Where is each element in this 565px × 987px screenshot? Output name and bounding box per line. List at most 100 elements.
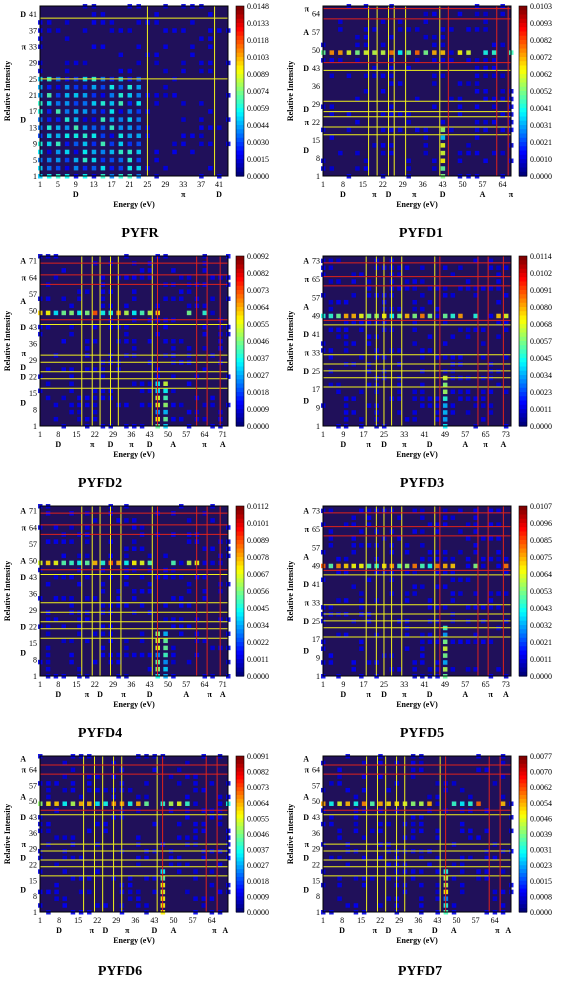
heat-cell — [476, 869, 481, 874]
heat-cell — [85, 525, 90, 530]
x-tick-label: 64 — [201, 680, 209, 689]
x-tick-label: 17 — [360, 680, 368, 689]
heat-cell — [343, 299, 349, 305]
heat-cell — [202, 560, 207, 566]
heat-cell — [73, 133, 79, 139]
heat-cell — [186, 409, 192, 415]
colorbar-tick-label: 0.0009 — [247, 892, 269, 901]
colorbar-segment — [519, 294, 527, 300]
heat-cell — [366, 515, 372, 520]
colorbar-segment — [236, 659, 244, 664]
heat-cell — [336, 382, 341, 388]
heat-cell — [450, 598, 456, 603]
heat-cell — [186, 659, 192, 665]
colorbar-segment — [236, 876, 244, 882]
colorbar-tick-label: 0.0046 — [530, 814, 552, 823]
colorbar-tick-label: 0.0089 — [247, 536, 269, 545]
colorbar-segment — [236, 599, 244, 605]
heat-cell — [432, 166, 437, 171]
heat-cell — [82, 157, 88, 163]
colorbar-segment — [236, 518, 244, 524]
heat-cell — [397, 313, 402, 319]
heat-cell — [92, 560, 98, 566]
colorbar-segment — [236, 795, 244, 800]
colorbar-segment — [519, 552, 527, 558]
colorbar-segment — [519, 336, 527, 342]
colorbar-segment — [236, 44, 244, 50]
heat-cell — [109, 109, 115, 114]
y-tick-label: 50 — [312, 797, 320, 806]
heat-cell — [179, 631, 184, 636]
colorbar-segment — [236, 557, 244, 562]
heat-cell — [147, 388, 153, 394]
heat-cell — [372, 27, 377, 32]
colorbar-segment — [236, 146, 244, 152]
heat-cell — [366, 341, 372, 346]
heat-cell — [85, 539, 90, 544]
heat-cell — [199, 36, 204, 41]
heat-cell — [154, 101, 159, 106]
heat-cell — [118, 84, 124, 90]
y-tick-label: 43 — [29, 323, 37, 332]
heat-cell — [328, 258, 334, 264]
heat-cell — [492, 781, 498, 786]
heat-cell — [127, 157, 133, 163]
colorbar-segment — [236, 353, 244, 359]
heat-cell — [69, 324, 74, 330]
heat-cell — [202, 331, 207, 337]
heat-cell — [500, 73, 505, 79]
heat-cell — [488, 536, 494, 541]
heat-cell — [488, 286, 494, 291]
y-tick-label: 41 — [312, 580, 320, 589]
heat-cell — [451, 801, 457, 806]
y-tick-label: 17 — [312, 635, 320, 644]
heat-cell — [109, 141, 115, 147]
colorbar-frame — [235, 5, 245, 177]
heat-cell — [337, 882, 342, 888]
colorbar-segment — [519, 290, 527, 295]
heat-cell — [132, 381, 137, 386]
heat-cell — [199, 133, 204, 139]
heat-cell — [91, 125, 97, 130]
plot-background — [40, 756, 228, 912]
heat-cell — [54, 862, 59, 868]
heat-cell — [361, 787, 367, 793]
colorbar-segment — [236, 298, 244, 304]
colorbar-tick-label: 0.0043 — [530, 604, 552, 613]
x-group-label: D — [440, 190, 446, 199]
heat-cell — [171, 617, 176, 622]
colorbar-tick-label: 0.0070 — [530, 768, 552, 777]
heat-cell — [45, 631, 51, 636]
colorbar-segment — [236, 523, 244, 528]
heat-cell — [442, 639, 448, 645]
colorbar-segment — [236, 865, 244, 870]
heat-cell — [359, 543, 364, 548]
heat-cell — [404, 549, 410, 555]
heat-cell — [328, 306, 334, 312]
heat-cell — [64, 133, 70, 139]
heat-cell — [199, 60, 204, 66]
heat-cell — [397, 50, 403, 55]
colorbar-segment — [236, 771, 244, 777]
x-tick-label: 9 — [341, 680, 345, 689]
heat-cell — [46, 141, 52, 147]
heat-cell — [359, 272, 364, 277]
heat-cell — [351, 320, 356, 326]
heat-cell — [62, 787, 68, 793]
y-tick-label: 29 — [29, 356, 37, 365]
heat-cell — [488, 410, 494, 415]
colorbar-segment — [519, 663, 527, 669]
heat-cell — [337, 801, 342, 806]
colorbar-segment — [236, 319, 244, 325]
y-tick-label: 15 — [29, 876, 37, 885]
colorbar-tick-label: 0.0057 — [530, 337, 552, 346]
heat-cell — [85, 367, 90, 372]
colorbar-segment — [236, 10, 244, 16]
heat-cell — [500, 869, 506, 874]
colorbar-tick-label: 0.0062 — [530, 783, 552, 792]
x-tick-label: 9 — [341, 430, 345, 439]
heat-cell — [397, 667, 402, 672]
heat-cell — [435, 313, 440, 319]
heat-cell — [491, 50, 497, 55]
heat-cell — [124, 339, 129, 344]
